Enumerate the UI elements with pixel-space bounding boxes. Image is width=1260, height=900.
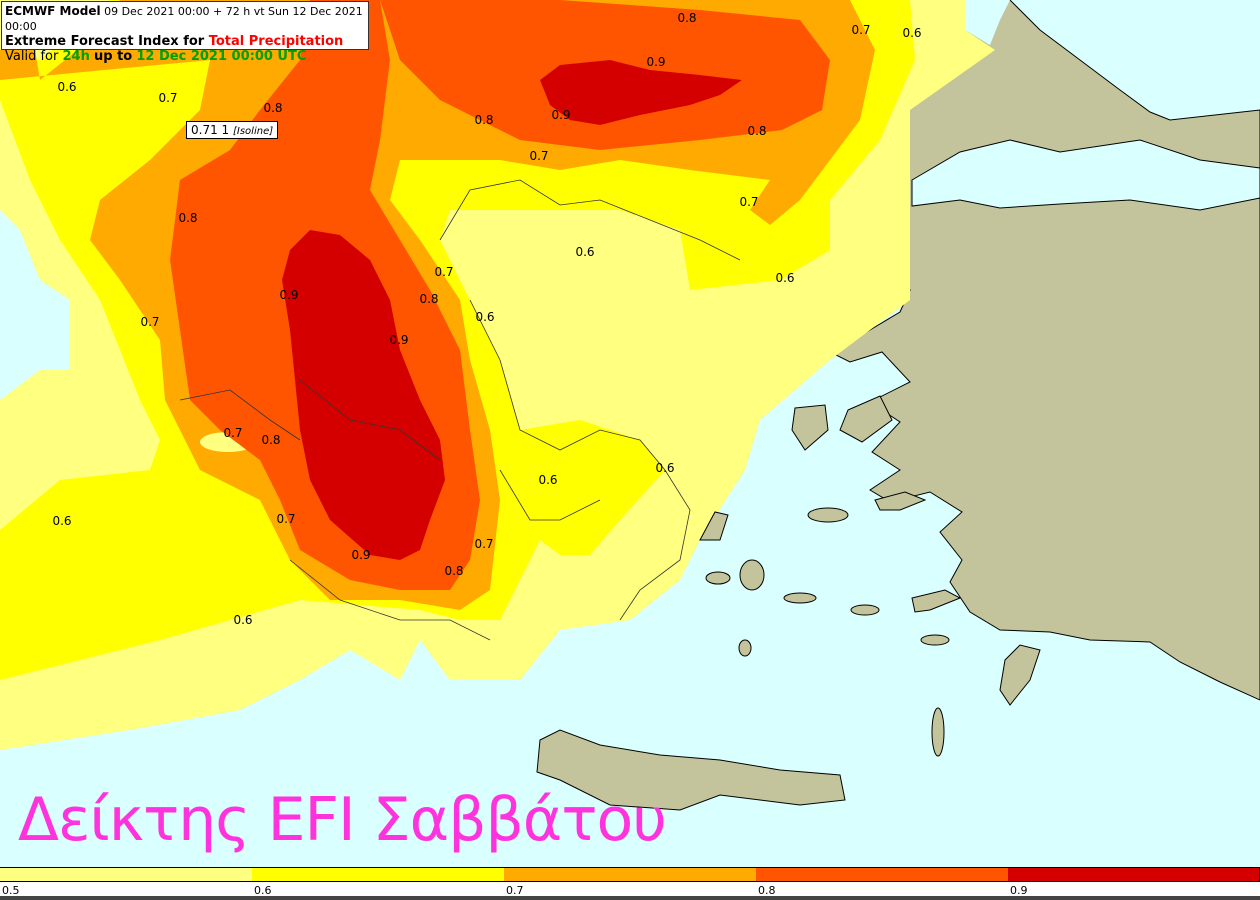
isoline-tooltip: 0.71 1 [Isoline] bbox=[186, 121, 279, 139]
valid-mid: up to bbox=[93, 49, 133, 64]
contour-label: 0.8 bbox=[263, 101, 282, 115]
color-legend: 0.5 0.6 0.7 0.8 0.9 bbox=[0, 867, 1260, 897]
isoline-label: [Isoline] bbox=[233, 126, 274, 137]
model-name: ECMWF Model bbox=[5, 4, 101, 18]
island-kythira bbox=[738, 639, 752, 657]
island-samos bbox=[911, 589, 962, 613]
contour-label: 0.9 bbox=[646, 55, 665, 69]
contour-label: 0.8 bbox=[474, 113, 493, 127]
contour-label: 0.6 bbox=[902, 26, 921, 40]
island-naxos bbox=[739, 559, 765, 591]
band-0-9-west bbox=[282, 230, 445, 560]
contour-labels: 0.8 0.7 0.6 0.9 0.6 0.7 0.8 0.8 0.9 0.8 0.7 0.7 0.8 0… bbox=[52, 11, 921, 627]
contour-label: 0.7 bbox=[276, 512, 295, 526]
contour-label: 0.8 bbox=[747, 124, 766, 138]
legend-swatch bbox=[252, 868, 505, 882]
valid-time: 12 Dec 2021 00:00 UTC bbox=[136, 49, 307, 64]
overlay-caption: Δείκτης EFI Σαββάτου bbox=[18, 785, 667, 855]
legend-swatch bbox=[504, 868, 757, 882]
contour-label: 0.9 bbox=[389, 333, 408, 347]
black-sea bbox=[965, 0, 1010, 45]
contour-label: 0.9 bbox=[351, 548, 370, 562]
island-ikaria bbox=[850, 604, 880, 616]
contour-label: 0.8 bbox=[178, 211, 197, 225]
island-euboea-south bbox=[699, 511, 729, 541]
island-lemnos bbox=[791, 404, 829, 451]
legend-swatch bbox=[756, 868, 1009, 882]
contour-label: 0.9 bbox=[551, 108, 570, 122]
valid-period: 24h bbox=[62, 49, 90, 64]
title-param: Total Precipitation bbox=[208, 34, 344, 49]
title-prefix: Extreme Forecast Index for bbox=[5, 34, 205, 49]
island-lesbos bbox=[839, 395, 893, 443]
contour-label: 0.8 bbox=[444, 564, 463, 578]
island-crete bbox=[536, 729, 846, 811]
contour-label: 0.7 bbox=[140, 315, 159, 329]
legend-tick-label: 0.8 bbox=[758, 884, 776, 897]
contour-label: 0.7 bbox=[529, 149, 548, 163]
contour-label: 0.6 bbox=[233, 613, 252, 627]
island-andros bbox=[705, 571, 731, 585]
contour-label: 0.6 bbox=[52, 514, 71, 528]
contour-label: 0.8 bbox=[677, 11, 696, 25]
contour-label: 0.7 bbox=[158, 91, 177, 105]
island-skiathos bbox=[807, 507, 849, 523]
island-karpathos bbox=[931, 707, 945, 757]
contour-label: 0.6 bbox=[575, 245, 594, 259]
contour-label: 0.7 bbox=[851, 23, 870, 37]
contour-label: 0.6 bbox=[655, 461, 674, 475]
contour-label: 0.9 bbox=[279, 288, 298, 302]
sea-of-marmara bbox=[911, 139, 1260, 211]
valid-prefix: Valid for bbox=[5, 49, 59, 64]
island-chios bbox=[874, 491, 927, 511]
contour-label: 0.6 bbox=[57, 80, 76, 94]
contour-label: 0.8 bbox=[261, 433, 280, 447]
legend-tick-label: 0.5 bbox=[2, 884, 20, 897]
legend-tick-label: 0.9 bbox=[1010, 884, 1028, 897]
sea-west bbox=[0, 210, 70, 400]
legend-swatch bbox=[0, 868, 253, 882]
contour-label: 0.7 bbox=[474, 537, 493, 551]
bottom-border bbox=[0, 896, 1260, 900]
island-kos bbox=[920, 634, 950, 646]
contour-label: 0.7 bbox=[434, 265, 453, 279]
contour-label: 0.7 bbox=[223, 426, 242, 440]
run-info: 09 Dec 2021 00:00 + 72 h vt Sun 12 Dec 2… bbox=[5, 5, 363, 33]
legend-tick-label: 0.6 bbox=[254, 884, 272, 897]
contour-label: 0.6 bbox=[475, 310, 494, 324]
band-0-9-north bbox=[540, 60, 742, 125]
contour-label: 0.6 bbox=[538, 473, 557, 487]
coastline-greece bbox=[179, 179, 741, 641]
contour-label: 0.7 bbox=[739, 195, 758, 209]
contour-label: 0.8 bbox=[419, 292, 438, 306]
isoline-value: 0.71 1 bbox=[191, 123, 230, 137]
legend-swatch bbox=[1008, 868, 1260, 882]
contour-label: 0.6 bbox=[775, 271, 794, 285]
island-amorgos bbox=[783, 592, 817, 604]
legend-tick-label: 0.7 bbox=[506, 884, 524, 897]
island-rhodes bbox=[999, 644, 1041, 706]
map-header: ECMWF Model 09 Dec 2021 00:00 + 72 h vt … bbox=[1, 1, 369, 64]
